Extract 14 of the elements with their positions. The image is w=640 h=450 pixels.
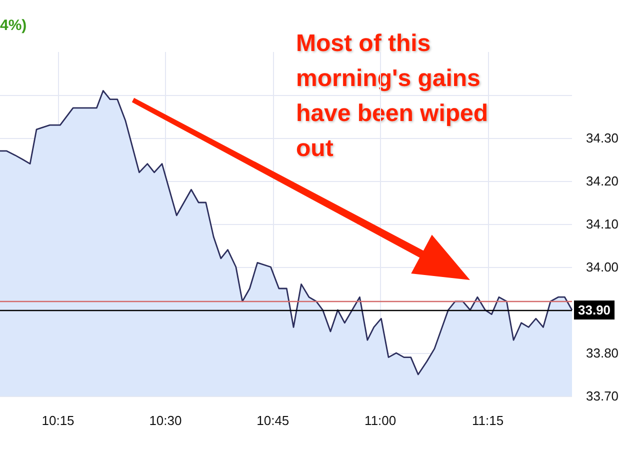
y-tick-label: 33.70 (586, 388, 619, 404)
y-tick-label: 34.10 (586, 216, 619, 232)
x-tick-label: 11:00 (364, 413, 396, 428)
x-tick-label: 10:15 (42, 413, 74, 428)
y-tick-label: 34.00 (586, 260, 619, 274)
ref-line-label: 33.90 (578, 302, 611, 318)
x-tick-label: 10:30 (149, 413, 182, 428)
annotation: Most of this morning's gains have been wiped out (296, 30, 495, 162)
y-tick-label: 34.30 (586, 130, 619, 146)
chart-subtitle: 4%) (0, 17, 27, 34)
y-tick-label: 33.80 (586, 346, 619, 360)
y-tick-label: 34.20 (586, 174, 619, 188)
x-tick-label: 10:45 (256, 413, 290, 428)
x-tick-label: 11:15 (472, 413, 504, 428)
